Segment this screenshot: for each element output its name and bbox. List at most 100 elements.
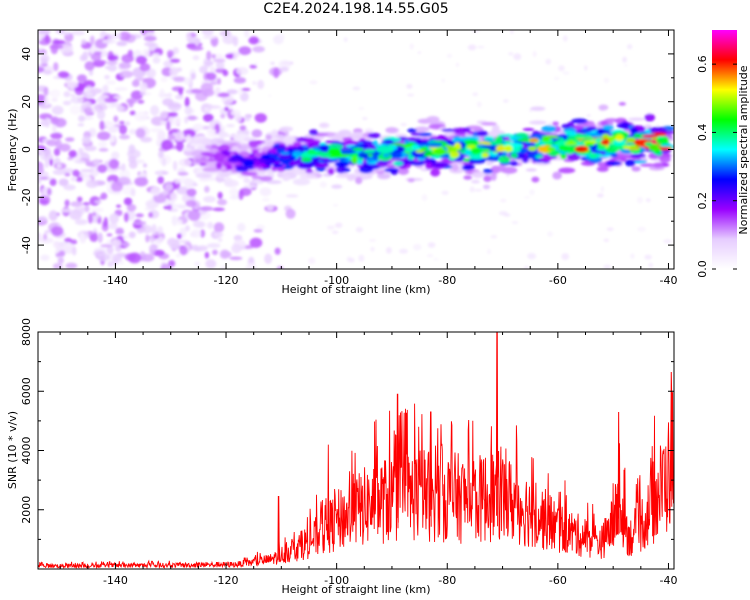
heatmap-cell xyxy=(163,60,174,68)
heatmap-cell xyxy=(168,114,182,126)
heatmap-cell xyxy=(128,231,136,239)
heatmap-cell xyxy=(213,58,226,63)
heatmap-cell xyxy=(157,176,165,185)
heatmap-cell xyxy=(118,31,131,42)
heatmap-cell xyxy=(382,153,390,158)
heatmap-cell xyxy=(183,77,191,85)
snr-y-label: SNR (10 * v/v) xyxy=(6,411,19,489)
heatmap-cell xyxy=(276,265,284,269)
heatmap-cell xyxy=(252,81,257,85)
heatmap-cell xyxy=(510,30,514,34)
heatmap-cell xyxy=(270,61,275,65)
heatmap-cell xyxy=(51,105,64,115)
heatmap-cell xyxy=(632,160,647,164)
heatmap-cell xyxy=(226,89,238,95)
heatmap-cell xyxy=(38,177,42,185)
heatmap-cell xyxy=(108,158,120,170)
heatmap-cell xyxy=(80,206,85,215)
heatmap-cell xyxy=(238,189,244,201)
heatmap-cell xyxy=(82,202,91,206)
heatmap-cell xyxy=(116,104,124,112)
heatmap-cells xyxy=(38,30,674,269)
heatmap-cell xyxy=(347,152,362,158)
heatmap-cell xyxy=(142,163,148,168)
heatmap-cell xyxy=(130,90,143,101)
heatmap-cell xyxy=(433,147,447,156)
heatmap-cell xyxy=(118,62,132,70)
heatmap-cell xyxy=(98,140,108,148)
heatmap-cell xyxy=(122,242,131,247)
heatmap-cell xyxy=(194,261,201,267)
heatmap-cell xyxy=(244,115,251,122)
heatmap-cell xyxy=(78,147,84,154)
heatmap-cell xyxy=(89,87,102,95)
heatmap-cell xyxy=(659,155,671,163)
heatmap-cell xyxy=(139,82,148,92)
heatmap-cell xyxy=(128,98,134,108)
heatmap-cell xyxy=(253,229,263,233)
heatmap-cell xyxy=(407,128,417,133)
heatmap-cell xyxy=(56,30,65,35)
heatmap-cell xyxy=(251,129,263,138)
heatmap-cell xyxy=(179,245,188,256)
heatmap-cell xyxy=(598,104,609,111)
heatmap-cell xyxy=(177,233,182,240)
heatmap-cell xyxy=(490,235,498,239)
heatmap-cell xyxy=(241,87,251,92)
heatmap-cell xyxy=(410,160,425,167)
heatmap-cell xyxy=(561,123,571,130)
heatmap-cell xyxy=(214,123,220,134)
heatmap-cell xyxy=(38,30,51,35)
heatmap-cell xyxy=(110,33,122,39)
heatmap-cell xyxy=(189,46,204,51)
heatmap-cell xyxy=(82,80,96,89)
heatmap-cell xyxy=(562,35,568,42)
heatmap-cell xyxy=(308,257,316,265)
heatmap-cell xyxy=(484,132,502,137)
colorbar: 0.0 0.2 0.4 0.6 Normalized spectral amplitu… xyxy=(696,30,750,278)
heatmap-cell xyxy=(97,164,108,173)
heatmap-cell xyxy=(229,187,239,196)
heatmap-cell xyxy=(426,254,434,258)
heatmap-cell xyxy=(626,44,633,50)
x-tick-label: -80 xyxy=(438,274,456,287)
heatmap-cell xyxy=(282,175,291,182)
heatmap-y-ticks: -40 -20 0 20 40 xyxy=(20,29,674,270)
heatmap-cell xyxy=(123,197,133,206)
heatmap-cell xyxy=(245,262,257,269)
heatmap-cell xyxy=(217,92,230,98)
heatmap-cell xyxy=(184,106,193,116)
heatmap-cell xyxy=(357,152,369,159)
heatmap-cell xyxy=(500,198,507,203)
heatmap-cell xyxy=(466,130,475,135)
snr-series-line xyxy=(38,332,674,569)
heatmap-cell xyxy=(248,140,259,148)
heatmap-cell xyxy=(355,226,364,233)
heatmap-cell xyxy=(145,234,150,243)
heatmap-cell xyxy=(38,94,47,106)
heatmap-cell xyxy=(637,226,646,232)
heatmap-cell xyxy=(585,126,597,131)
heatmap-cell xyxy=(146,68,157,79)
heatmap-cell xyxy=(251,149,259,154)
heatmap-cell xyxy=(630,153,646,158)
heatmap-cell xyxy=(166,121,171,131)
heatmap-cell xyxy=(558,167,576,174)
heatmap-cell xyxy=(161,190,170,196)
heatmap-cell xyxy=(603,238,609,242)
heatmap-cell xyxy=(277,134,285,139)
heatmap-cell xyxy=(226,134,241,138)
heatmap-cell xyxy=(90,53,102,62)
heatmap-cell xyxy=(192,55,200,61)
heatmap-cell xyxy=(106,233,113,237)
heatmap-cell xyxy=(131,79,140,87)
heatmap-cell xyxy=(85,180,99,189)
heatmap-cell xyxy=(523,196,531,199)
chart-title: C2E4.2024.198.14.55.G05 xyxy=(263,1,449,17)
heatmap-cell xyxy=(199,178,210,182)
heatmap-cell xyxy=(293,168,309,176)
heatmap-cell xyxy=(266,171,275,178)
heatmap-cell xyxy=(70,96,84,104)
heatmap-cell xyxy=(558,145,567,151)
heatmap-cell xyxy=(451,163,459,172)
